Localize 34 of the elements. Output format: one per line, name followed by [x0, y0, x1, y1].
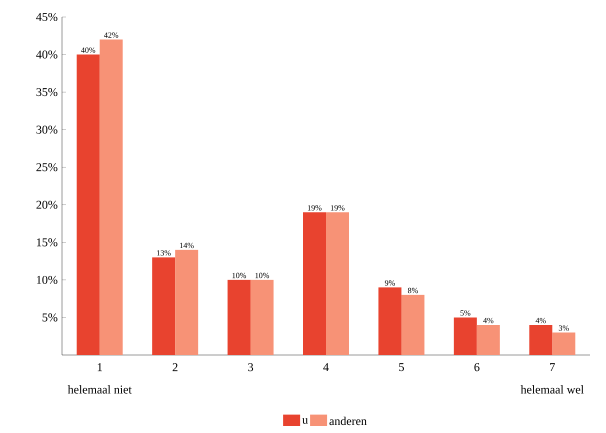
y-tick-label: 10% [36, 276, 58, 284]
text: helemaal niet [68, 385, 132, 394]
bar [529, 324, 552, 355]
x-tick-label: 5 [399, 363, 404, 372]
x-tick-label: 1 [98, 363, 102, 372]
bar [175, 250, 198, 355]
x-tick-label: 7 [550, 363, 555, 372]
bar [76, 54, 100, 355]
bar [303, 212, 326, 355]
x-tick-label: 4 [323, 363, 329, 372]
bar [378, 287, 402, 355]
bar [100, 40, 123, 355]
y-tick-label: 5% [42, 313, 58, 322]
bar [326, 212, 350, 355]
bar [228, 280, 251, 355]
legend-label: anderen [329, 416, 367, 426]
y-tick-label: 15% [36, 238, 58, 246]
legend-label: u [302, 418, 308, 424]
y-tick-label: 45% [36, 12, 58, 22]
y-tick-label: 35% [36, 88, 58, 96]
y-tick-label: 30% [36, 126, 58, 134]
x-tick-label: 6 [474, 363, 480, 372]
text: helemaal wel [520, 385, 584, 394]
bar [250, 280, 274, 355]
x-tick-label: 2 [172, 363, 178, 372]
bar [552, 332, 576, 355]
bar [152, 257, 176, 355]
y-tick-label: 25% [36, 163, 58, 172]
y-tick-label: 40% [36, 50, 58, 59]
bar [454, 317, 477, 355]
x-tick-label: 3 [248, 363, 254, 372]
bar [476, 324, 500, 355]
y-tick-label: 20% [36, 200, 58, 209]
bar [401, 294, 424, 355]
